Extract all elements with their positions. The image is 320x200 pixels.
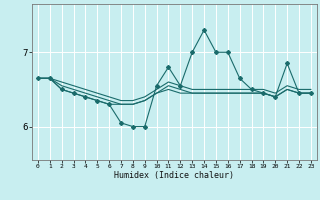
X-axis label: Humidex (Indice chaleur): Humidex (Indice chaleur): [115, 171, 234, 180]
